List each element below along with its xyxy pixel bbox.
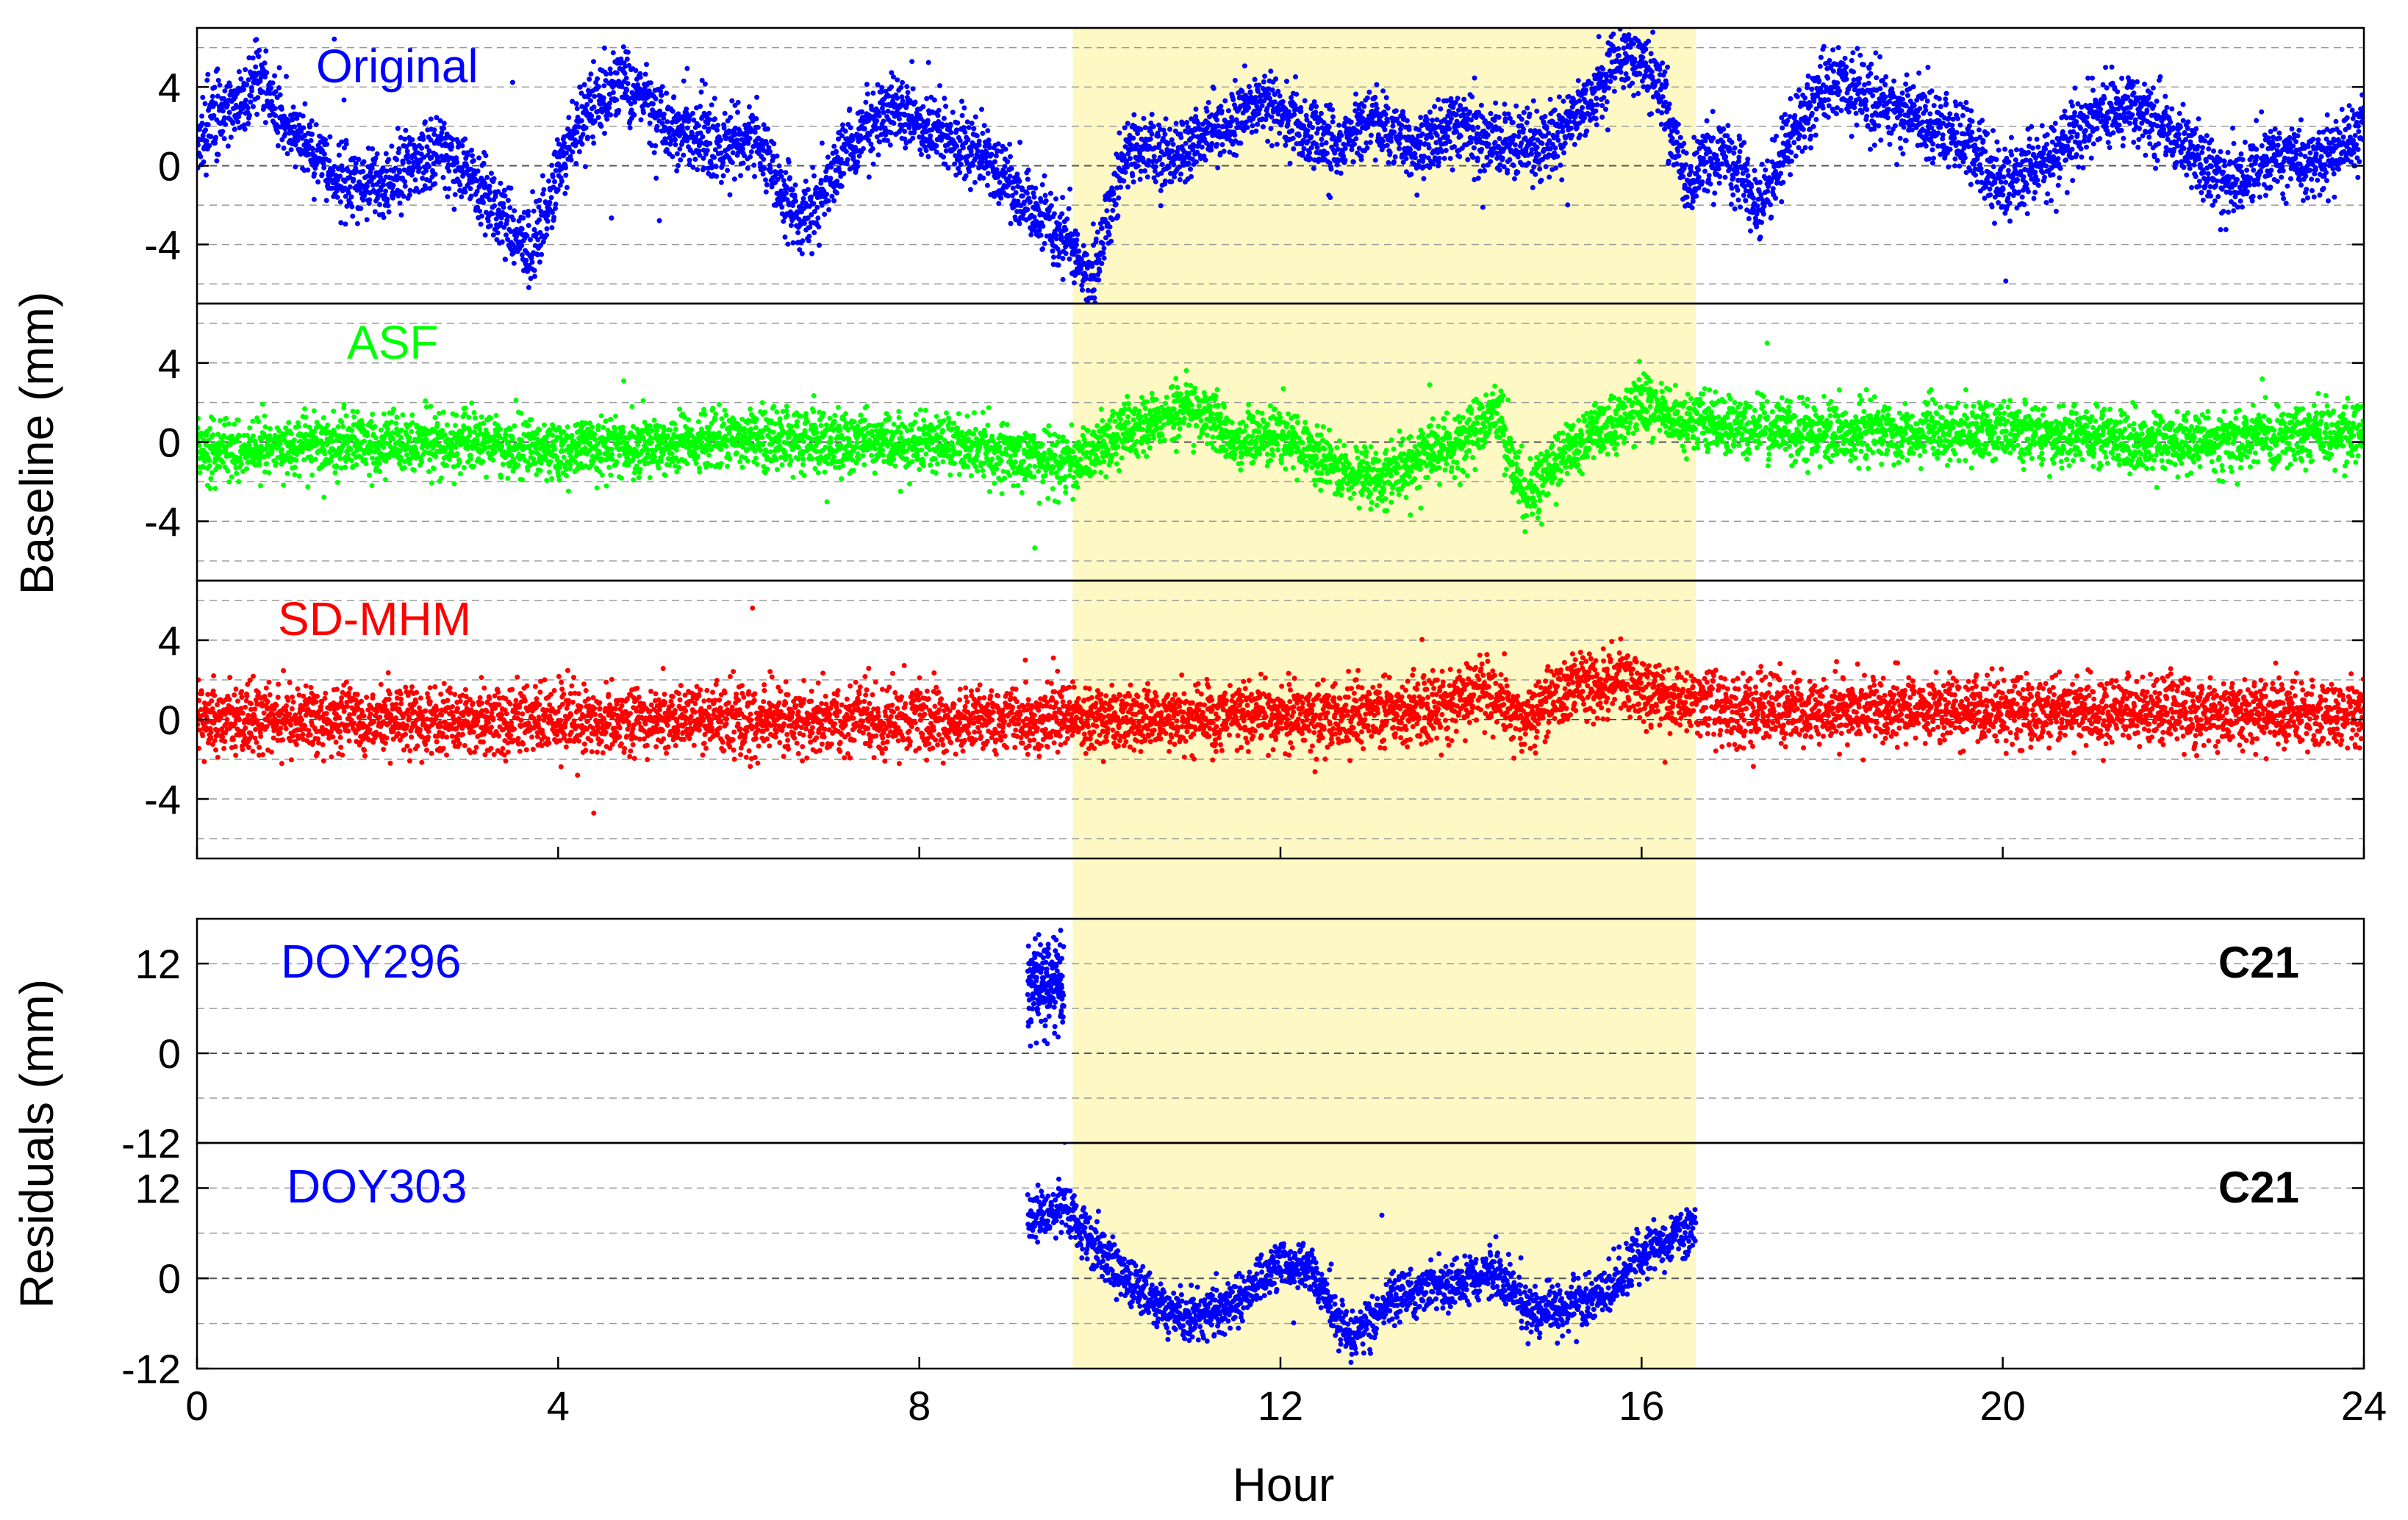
ytick-label-sd-mhm-1: 0 — [158, 697, 181, 743]
ytick-label-doy303-0: -12 — [121, 1346, 181, 1392]
series-label-doy296: DOY296 — [281, 935, 461, 988]
ytick-label-sd-mhm-0: -4 — [144, 776, 181, 822]
ytick-label-doy296-0: -12 — [121, 1120, 181, 1166]
ytick-label-original-1: 0 — [158, 143, 181, 190]
xtick-label-3: 12 — [1258, 1383, 1303, 1429]
series-label-original: Original — [316, 40, 479, 93]
series-doy303 — [1025, 1143, 1699, 1365]
y-axis-title-0: Baseline (mm) — [10, 292, 63, 595]
ytick-label-asf-1: 0 — [158, 420, 181, 466]
series-label-asf: ASF — [347, 316, 438, 369]
y-axis-title-1: Residuals (mm) — [10, 979, 63, 1308]
series-doy296 — [1025, 928, 1067, 1049]
ytick-label-sd-mhm-2: 4 — [158, 617, 181, 664]
xtick-label-6: 24 — [2341, 1383, 2387, 1429]
x-axis-title: Hour — [1233, 1458, 1335, 1511]
corner-label-doy303: C21 — [2218, 1163, 2299, 1212]
xtick-label-0: 0 — [185, 1383, 208, 1429]
ytick-label-doy303-2: 12 — [135, 1165, 181, 1211]
ytick-label-doy296-1: 0 — [158, 1030, 181, 1077]
xtick-label-1: 4 — [547, 1383, 570, 1429]
series-label-sd-mhm: SD-MHM — [278, 592, 471, 645]
xtick-label-2: 8 — [908, 1383, 931, 1429]
points-doy296 — [1025, 928, 1067, 1049]
series-label-doy303: DOY303 — [287, 1160, 467, 1213]
points-doy303 — [1025, 1143, 1699, 1365]
xtick-label-4: 16 — [1619, 1383, 1664, 1429]
ytick-label-original-0: -4 — [144, 222, 181, 268]
panel-frames-layer — [196, 26, 2365, 1370]
corner-label-doy296: C21 — [2218, 938, 2299, 987]
ytick-label-original-2: 4 — [158, 64, 181, 110]
ytick-label-doy303-1: 0 — [158, 1255, 181, 1302]
ytick-label-doy296-2: 12 — [135, 941, 181, 987]
ytick-label-asf-0: -4 — [144, 498, 181, 545]
xtick-label-5: 20 — [1980, 1383, 2026, 1429]
ytick-label-asf-2: 4 — [158, 340, 181, 387]
